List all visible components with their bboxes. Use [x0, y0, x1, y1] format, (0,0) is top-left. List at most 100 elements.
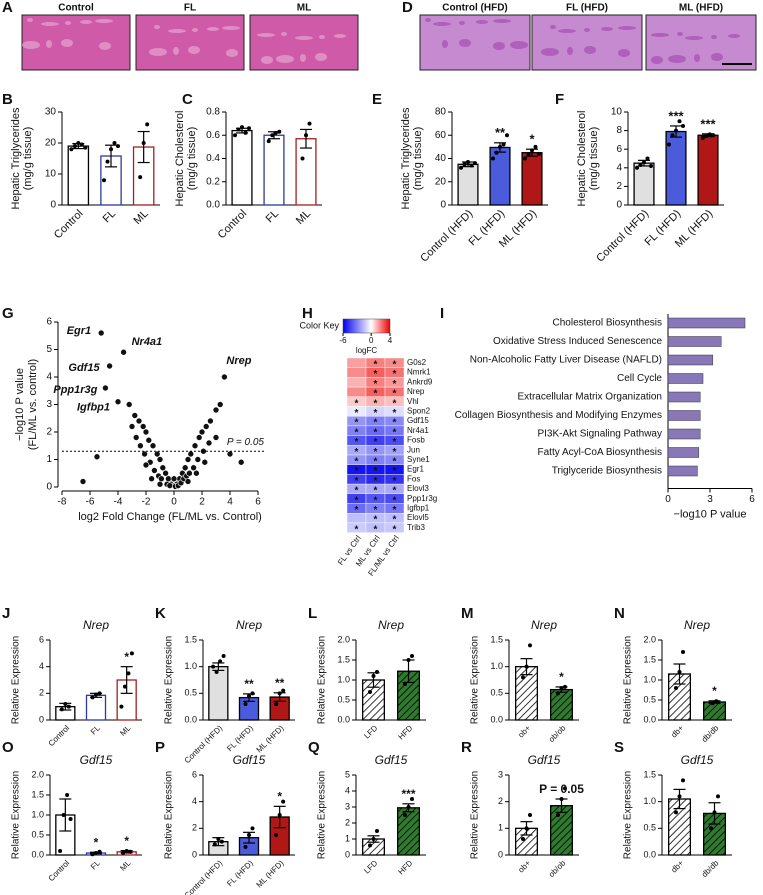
cell-label: * — [393, 456, 397, 467]
tissue-texture — [651, 33, 669, 37]
x-tick-label: db+ — [669, 723, 685, 739]
chart-title: Gdf15 — [233, 753, 266, 767]
significance: ** — [495, 125, 506, 140]
data-point — [528, 813, 532, 817]
data-point — [270, 133, 275, 138]
heatmap-cell — [346, 377, 367, 388]
data-point — [274, 702, 279, 706]
tissue-texture — [257, 33, 275, 37]
tissue-texture — [95, 19, 113, 23]
cell-label: * — [374, 447, 378, 458]
chart-title: Nrep — [83, 618, 109, 632]
gene-point — [202, 423, 210, 430]
row-label: Fosb — [407, 436, 425, 445]
key-tick-label: 0 — [369, 336, 374, 345]
key-label: logFC — [356, 346, 378, 355]
y-tick-label: 0 — [39, 714, 44, 724]
data-point — [375, 829, 379, 833]
data-point — [90, 695, 95, 700]
data-point — [102, 178, 106, 183]
x-tick-label: FL (HFD) — [225, 723, 255, 753]
row-label: Ppp1r3g — [407, 494, 437, 503]
tissue-texture — [618, 26, 636, 30]
cell-label: * — [393, 515, 397, 526]
tissue-texture — [694, 54, 700, 62]
gene-point — [135, 417, 143, 425]
cell-label: * — [355, 418, 359, 429]
y-tick-label: 1.0 — [643, 674, 656, 684]
data-point — [494, 150, 499, 155]
significance: * — [529, 132, 535, 147]
data-point — [710, 701, 715, 706]
tissue-texture — [584, 46, 596, 54]
bar — [665, 130, 687, 206]
data-point — [94, 851, 98, 855]
cell-label: * — [393, 359, 397, 370]
y-tick-label: 1.5 — [643, 769, 656, 779]
data-point — [371, 837, 376, 841]
y-axis-label: Relative Expression — [11, 636, 22, 724]
cell-label: * — [355, 505, 359, 516]
y-tick-label: 0.4 — [206, 153, 220, 164]
cell-label: * — [355, 427, 359, 438]
data-point — [649, 163, 653, 168]
category-label: Non-Alcoholic Fatty Liver Disease (NAFLD… — [470, 355, 662, 366]
y-tick-label: 8 — [616, 125, 622, 136]
x-tick-label: FL — [89, 858, 102, 871]
x-tick-label: 3 — [707, 494, 713, 505]
y-axis-label: Relative Expression — [470, 636, 481, 724]
bar — [667, 373, 704, 384]
bar — [703, 701, 727, 721]
row-label: Trib3 — [407, 523, 425, 532]
y-tick-label: 0.0 — [643, 849, 656, 859]
data-point — [645, 156, 650, 161]
data-point — [406, 805, 411, 809]
cell-label: * — [374, 408, 378, 419]
data-point — [459, 165, 463, 170]
panel-letter: N — [614, 605, 625, 622]
chart-title: Gdf15 — [681, 753, 714, 767]
tissue-texture — [226, 49, 238, 57]
x-tick-label: Control — [216, 208, 250, 242]
cell-label: * — [355, 456, 359, 467]
y-tick-label: 4 — [192, 796, 197, 806]
y-tick-label: 2 — [498, 796, 503, 806]
bar — [208, 666, 229, 721]
significance: ** — [244, 677, 254, 691]
data-point — [714, 699, 719, 704]
gene-point — [149, 442, 157, 450]
tissue-texture — [601, 27, 613, 31]
gene-point — [207, 417, 214, 425]
data-point — [674, 128, 678, 133]
data-point — [138, 175, 143, 180]
y-axis-label: (mg/g tissue) — [412, 127, 424, 191]
x-tick-label: Control (HFD) — [594, 208, 651, 265]
cell-label: * — [393, 495, 397, 506]
data-point — [97, 691, 102, 696]
data-point — [243, 130, 248, 135]
bar — [667, 336, 722, 347]
bar — [667, 354, 714, 366]
tissue-texture — [618, 49, 630, 57]
x-tick-label: Control (HFD) — [183, 858, 225, 895]
x-tick-label: LFD — [362, 858, 379, 875]
gene-point — [106, 362, 113, 370]
y-tick-label: 0.5 — [643, 694, 656, 704]
cell-label: * — [355, 437, 359, 448]
gene-point — [165, 475, 172, 483]
tissue-texture — [261, 56, 273, 64]
y-tick-label: 1.5 — [337, 654, 350, 664]
panel-letter: J — [2, 605, 10, 622]
heatmap-cell — [346, 367, 367, 378]
y-tick-label: 5 — [345, 769, 350, 779]
tissue-texture — [300, 54, 306, 62]
y-tick-label: 3 — [46, 399, 52, 410]
cell-label: * — [374, 369, 378, 380]
y-tick-label: 0.0 — [206, 200, 220, 211]
bar — [67, 145, 90, 206]
gene-point — [141, 450, 148, 458]
panel-letter: F — [555, 91, 564, 108]
y-tick-label: 6 — [39, 634, 44, 644]
data-point — [559, 686, 564, 690]
data-point — [250, 826, 255, 831]
